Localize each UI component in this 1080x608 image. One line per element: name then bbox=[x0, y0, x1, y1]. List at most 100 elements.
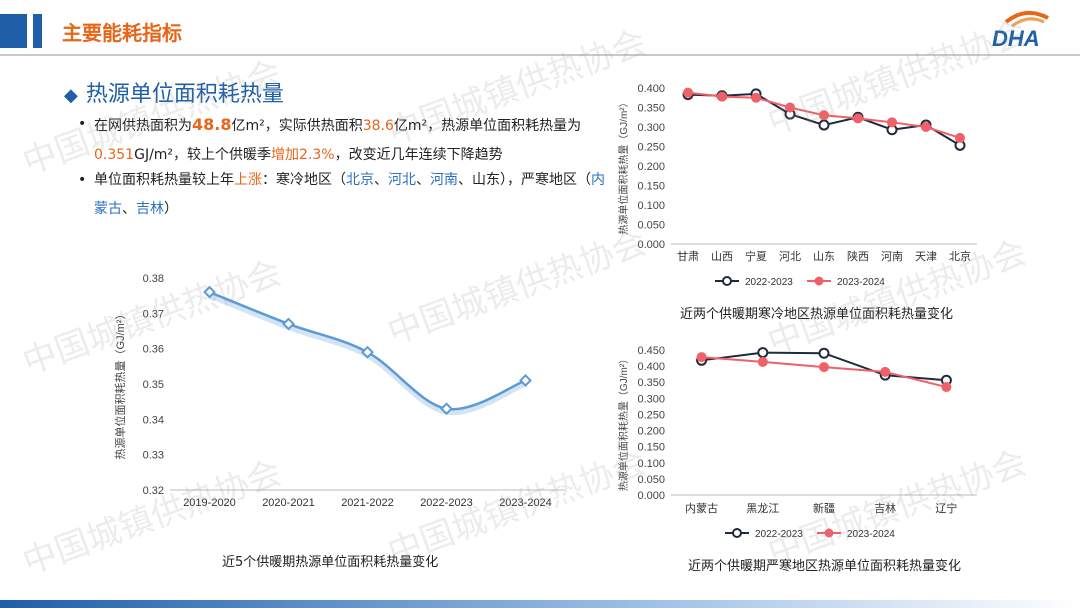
legend-marker bbox=[722, 276, 732, 286]
caption-top-right-chart: 近两个供暖期寒冷地区热源单位面积耗热量变化 bbox=[680, 307, 954, 322]
y-axis-label: 热源单位面积耗热量（GJ/m²） bbox=[113, 309, 127, 460]
y-tick-label: 0.250 bbox=[637, 409, 665, 421]
legend-label: 2023-2024 bbox=[837, 277, 885, 288]
y-tick-label: 0.050 bbox=[637, 474, 665, 486]
x-tick-label: 内蒙古 bbox=[685, 501, 718, 515]
chart-left: 0.32 0.33 0.34 0.35 0.36 0.37 0.38 2019-2020 202… bbox=[113, 273, 565, 509]
x-tick-label: 辽宁 bbox=[935, 501, 957, 515]
y-tick-label: 0.050 bbox=[637, 220, 665, 232]
chart-bottom-right: 0.000 0.050 0.100 0.150 0.200 0.250 0.300 0.350… bbox=[617, 345, 977, 540]
legend-label: 2022-2023 bbox=[745, 277, 793, 288]
y-tick-label: 0.450 bbox=[637, 345, 665, 357]
y-tick-label: 0.350 bbox=[637, 377, 665, 389]
data-point bbox=[921, 122, 931, 132]
y-tick-label: 0.350 bbox=[637, 103, 665, 115]
header-divider bbox=[0, 54, 1080, 56]
legend-label: 2023-2024 bbox=[847, 529, 895, 540]
y-tick-label: 0.300 bbox=[637, 122, 665, 134]
section-title-text: 热源单位面积耗热量 bbox=[85, 82, 284, 107]
legend-marker bbox=[824, 528, 834, 538]
chart-top-right: 0.000 0.050 0.100 0.150 0.200 0.250 0.300 0.350… bbox=[617, 83, 977, 288]
legend-marker bbox=[732, 528, 742, 538]
bullet-dot-icon: • bbox=[78, 172, 87, 188]
data-point bbox=[819, 362, 829, 373]
data-point bbox=[941, 382, 952, 393]
x-tick-label: 黑龙江 bbox=[746, 502, 779, 515]
y-tick-label: 0.100 bbox=[637, 200, 665, 212]
y-tick-label: 0.250 bbox=[637, 142, 665, 154]
y-tick-label: 0.38 bbox=[143, 273, 164, 285]
legend-label: 2022-2023 bbox=[755, 529, 803, 540]
y-tick-label: 0.000 bbox=[637, 239, 665, 251]
y-axis-label: 热源单位面积耗热量（GJ/m²） bbox=[617, 354, 630, 491]
data-point bbox=[440, 402, 453, 416]
section-title: ◆ 热源单位面积耗热量 bbox=[64, 76, 284, 108]
y-tick-label: 0.300 bbox=[637, 393, 665, 405]
data-point bbox=[696, 352, 707, 363]
data-point bbox=[785, 102, 795, 113]
x-tick-label: 2020-2021 bbox=[262, 497, 315, 509]
data-point bbox=[818, 119, 830, 131]
data-point bbox=[955, 132, 965, 143]
y-tick-label: 0.200 bbox=[637, 426, 665, 438]
bullet-dot-icon: • bbox=[78, 116, 87, 132]
y-tick-label: 0.35 bbox=[143, 379, 164, 391]
data-point bbox=[282, 317, 295, 331]
y-tick-label: 0.200 bbox=[637, 161, 665, 173]
header-accent-bar-thin bbox=[33, 14, 42, 48]
data-point bbox=[757, 356, 768, 367]
y-tick-label: 0.36 bbox=[143, 344, 164, 356]
data-point bbox=[819, 110, 829, 121]
data-point bbox=[203, 285, 216, 299]
x-tick-label: 2022-2023 bbox=[420, 497, 473, 509]
x-tick-label: 甘肃 bbox=[677, 250, 699, 263]
y-tick-label: 0.34 bbox=[143, 414, 164, 426]
bullet-item-1: • 在网供热面积为48.8亿m²，实际供热面积38.6亿m²，热源单位面积耗热量… bbox=[78, 110, 608, 170]
x-tick-label: 北京 bbox=[949, 249, 971, 263]
dha-logo: DHA bbox=[992, 10, 1049, 51]
bullet-text-2: 单位面积耗热量较上年上涨：寒冷地区（北京、河北、河南、山东），严寒地区（内蒙古、… bbox=[94, 172, 605, 217]
x-tick-label: 山东 bbox=[813, 250, 835, 263]
x-tick-label: 吉林 bbox=[874, 501, 896, 515]
data-point bbox=[361, 345, 374, 359]
bullet-text-1: 在网供热面积为48.8亿m²，实际供热面积38.6亿m²，热源单位面积耗热量为0… bbox=[94, 115, 582, 163]
data-point bbox=[717, 91, 727, 102]
x-tick-label: 2019-2020 bbox=[183, 497, 236, 509]
data-point bbox=[853, 113, 863, 124]
diamond-icon: ◆ bbox=[64, 85, 78, 106]
legend-marker bbox=[814, 276, 824, 286]
x-tick-label: 河南 bbox=[881, 250, 903, 263]
y-axis-label: 热源单位面积耗热量（GJ/m²） bbox=[617, 97, 630, 234]
y-tick-label: 0.33 bbox=[143, 450, 164, 462]
y-tick-label: 0.400 bbox=[637, 83, 665, 95]
data-point bbox=[887, 117, 897, 128]
header-accent-bar bbox=[0, 14, 27, 48]
x-tick-label: 天津 bbox=[915, 250, 937, 263]
data-point bbox=[818, 347, 830, 359]
logo-text: DHA bbox=[992, 26, 1040, 51]
data-point bbox=[880, 366, 891, 377]
footer-bar bbox=[0, 600, 1080, 608]
data-point bbox=[757, 347, 769, 359]
data-point bbox=[751, 92, 761, 103]
caption-bottom-right-chart: 近两个供暖期严寒地区热源单位面积耗热量变化 bbox=[688, 559, 962, 574]
y-tick-label: 0.150 bbox=[637, 442, 665, 454]
x-tick-label: 新疆 bbox=[813, 501, 835, 515]
data-point bbox=[519, 374, 532, 387]
y-tick-label: 0.400 bbox=[637, 361, 665, 373]
caption-left-chart: 近5个供暖期热源单位面积耗热量变化 bbox=[222, 555, 439, 570]
x-tick-label: 山西 bbox=[711, 250, 733, 263]
bullet-item-2: • 单位面积耗热量较上年上涨：寒冷地区（北京、河北、河南、山东），严寒地区（内蒙… bbox=[78, 166, 608, 224]
page-title: 主要能耗指标 bbox=[62, 21, 182, 45]
x-tick-label: 2021-2022 bbox=[341, 497, 394, 509]
x-tick-label: 宁夏 bbox=[745, 249, 767, 263]
y-tick-label: 0.150 bbox=[637, 181, 665, 193]
x-tick-label: 2023-2024 bbox=[499, 497, 552, 509]
y-tick-label: 0.000 bbox=[637, 490, 665, 502]
data-point bbox=[683, 87, 693, 98]
x-tick-label: 河北 bbox=[779, 250, 801, 263]
y-tick-label: 0.100 bbox=[637, 458, 665, 470]
x-tick-label: 陕西 bbox=[847, 249, 869, 263]
y-tick-label: 0.32 bbox=[143, 485, 164, 497]
y-tick-label: 0.37 bbox=[143, 308, 164, 320]
